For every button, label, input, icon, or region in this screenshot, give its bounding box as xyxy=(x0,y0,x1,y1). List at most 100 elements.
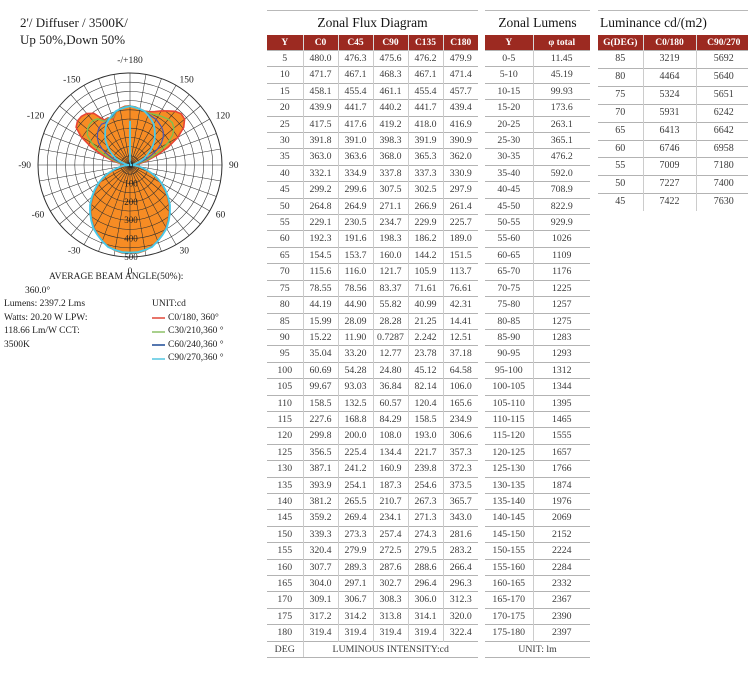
table-row: 65 154.5 153.7 160.0 144.2 151.5 xyxy=(267,246,478,264)
table-row: 90-95 1293 xyxy=(485,345,590,363)
table-cell: 99.67 xyxy=(302,378,338,396)
page-title: 2'/ Diffuser / 3500K/ Up 50%,Down 50% xyxy=(0,0,264,48)
table-row: 115-120 1555 xyxy=(485,427,590,445)
table-row: 85 15.99 28.09 28.28 21.25 14.41 xyxy=(267,312,478,330)
table-cell: 116.0 xyxy=(337,263,373,281)
table-row: 115 227.6 168.8 84.29 158.5 234.9 xyxy=(267,410,478,428)
table-cell: 1555 xyxy=(532,427,590,445)
table-cell: 265.5 xyxy=(337,492,373,510)
table-cell: 78.56 xyxy=(337,279,373,297)
table-cell: 20 xyxy=(267,99,303,117)
table-cell: 20-25 xyxy=(485,115,533,133)
radial-tick-label: 0 xyxy=(129,160,134,170)
table-cell: 28.09 xyxy=(337,312,373,330)
table-cell: 33.20 xyxy=(337,345,373,363)
table-cell: 7422 xyxy=(642,193,696,212)
table-cell: 708.9 xyxy=(532,181,590,199)
table-cell: 363.0 xyxy=(302,148,338,166)
table-cell: 134.4 xyxy=(372,443,408,461)
table-cell: 5 xyxy=(267,49,303,67)
table-cell: 85 xyxy=(267,312,303,330)
grid-spoke xyxy=(129,164,190,236)
table-cell: 271.3 xyxy=(407,509,443,527)
table-cell: 2397 xyxy=(532,624,590,642)
table-cell: 288.6 xyxy=(407,558,443,576)
table-cell: 263.1 xyxy=(532,115,590,133)
table-row: 135-140 1976 xyxy=(485,492,590,510)
table-cell: 4464 xyxy=(642,67,696,87)
table-cell: 90-95 xyxy=(485,345,533,363)
table-cell: 170 xyxy=(267,591,303,609)
table-row: 25 417.5 417.6 419.2 418.0 416.9 xyxy=(267,115,478,133)
table-cell: 6413 xyxy=(642,121,696,141)
table-cell: 0-5 xyxy=(485,49,533,67)
table-cell: 83.37 xyxy=(372,279,408,297)
table-cell: 40 xyxy=(267,164,303,182)
table-cell: 121.7 xyxy=(372,263,408,281)
zonal-flux-table: Y C0 C45 C90 C135 C180 5 480.0 476.3 475.6 476.2 47… xyxy=(267,35,478,659)
footer-cell: DEG xyxy=(267,640,303,659)
legend-swatch-icon xyxy=(152,330,165,333)
radial-tick-label: 100 xyxy=(124,178,138,188)
table-cell: 457.7 xyxy=(442,82,478,100)
grid-spoke xyxy=(70,94,131,166)
angle-tick-label: 90 xyxy=(229,161,239,171)
table-cell: 458.1 xyxy=(302,82,338,100)
table-cell: 7227 xyxy=(642,175,696,194)
table-cell: 241.2 xyxy=(337,460,373,478)
table-row: 80 44.19 44.90 55.82 40.99 42.31 xyxy=(267,296,478,313)
table-cell: 44.19 xyxy=(302,296,338,313)
table-row: 95-100 1312 xyxy=(485,361,590,379)
table-cell: 70-75 xyxy=(485,279,533,297)
footer-cell: UNIT: lm xyxy=(485,640,590,659)
column-header: C0/180 xyxy=(642,35,696,51)
table-cell: 279.5 xyxy=(407,542,443,560)
table-cell: 363.6 xyxy=(337,148,373,166)
table-cell: 42.31 xyxy=(442,296,478,313)
table-cell: 297.9 xyxy=(442,181,478,199)
table-cell: 274.3 xyxy=(407,525,443,543)
table-row: 105-110 1395 xyxy=(485,394,590,412)
table-cell: 160-165 xyxy=(485,574,533,592)
table-cell: 7400 xyxy=(695,175,748,194)
table-row: 150 339.3 273.3 257.4 274.3 281.6 xyxy=(267,525,478,543)
table-row: 75 78.55 78.56 83.37 71.61 76.61 xyxy=(267,279,478,297)
table-cell: 25-30 xyxy=(485,132,533,149)
table-cell: 192.3 xyxy=(302,230,338,248)
table-cell: 471.4 xyxy=(442,66,478,84)
table-row: 40 332.1 334.9 337.8 337.3 330.9 xyxy=(267,164,478,182)
table-cell: 106.0 xyxy=(442,378,478,396)
grid-spoke xyxy=(129,164,217,197)
table-cell: 1344 xyxy=(532,378,590,396)
table-cell: 168.8 xyxy=(337,410,373,428)
luminance-table: G(DEG) C0/180 C90/270 85 3219 5692 80 4464 5640 7… xyxy=(598,35,748,212)
table-cell: 7009 xyxy=(642,157,696,176)
table-cell: 467.1 xyxy=(407,66,443,84)
legend-label: C90/270,360 ° xyxy=(168,353,224,363)
table-cell: 191.6 xyxy=(337,230,373,248)
angle-tick-label: -90 xyxy=(18,161,31,171)
table-row: 175-180 2397 xyxy=(485,624,590,642)
table-cell: 254.6 xyxy=(407,476,443,494)
table-cell: 11.90 xyxy=(337,328,373,346)
grid-spoke xyxy=(129,164,162,252)
table-cell: 471.7 xyxy=(302,66,338,84)
table-cell: 239.8 xyxy=(407,460,443,478)
column-header: Y xyxy=(267,35,303,51)
table-cell: 5-10 xyxy=(485,66,533,84)
table-cell: 234.7 xyxy=(372,214,408,231)
table-cell: 71.61 xyxy=(407,279,443,297)
legend-item: C90/270,360 ° xyxy=(152,352,262,366)
table-cell: 15.99 xyxy=(302,312,338,330)
table-row: 165 304.0 297.1 302.7 296.4 296.3 xyxy=(267,574,478,592)
table-cell: 225.4 xyxy=(337,443,373,461)
table-row: 155 320.4 279.9 272.5 279.5 283.2 xyxy=(267,542,478,560)
table-cell: 929.9 xyxy=(532,214,590,231)
legend-label: C30/210,360 ° xyxy=(168,326,224,336)
table-cell: 312.3 xyxy=(442,591,478,609)
table-cell: 154.5 xyxy=(302,246,338,264)
radial-tick-label: 200 xyxy=(124,197,138,207)
grid-spoke xyxy=(39,164,131,182)
table-row: 110-115 1465 xyxy=(485,410,590,428)
table-cell: 175 xyxy=(267,607,303,625)
